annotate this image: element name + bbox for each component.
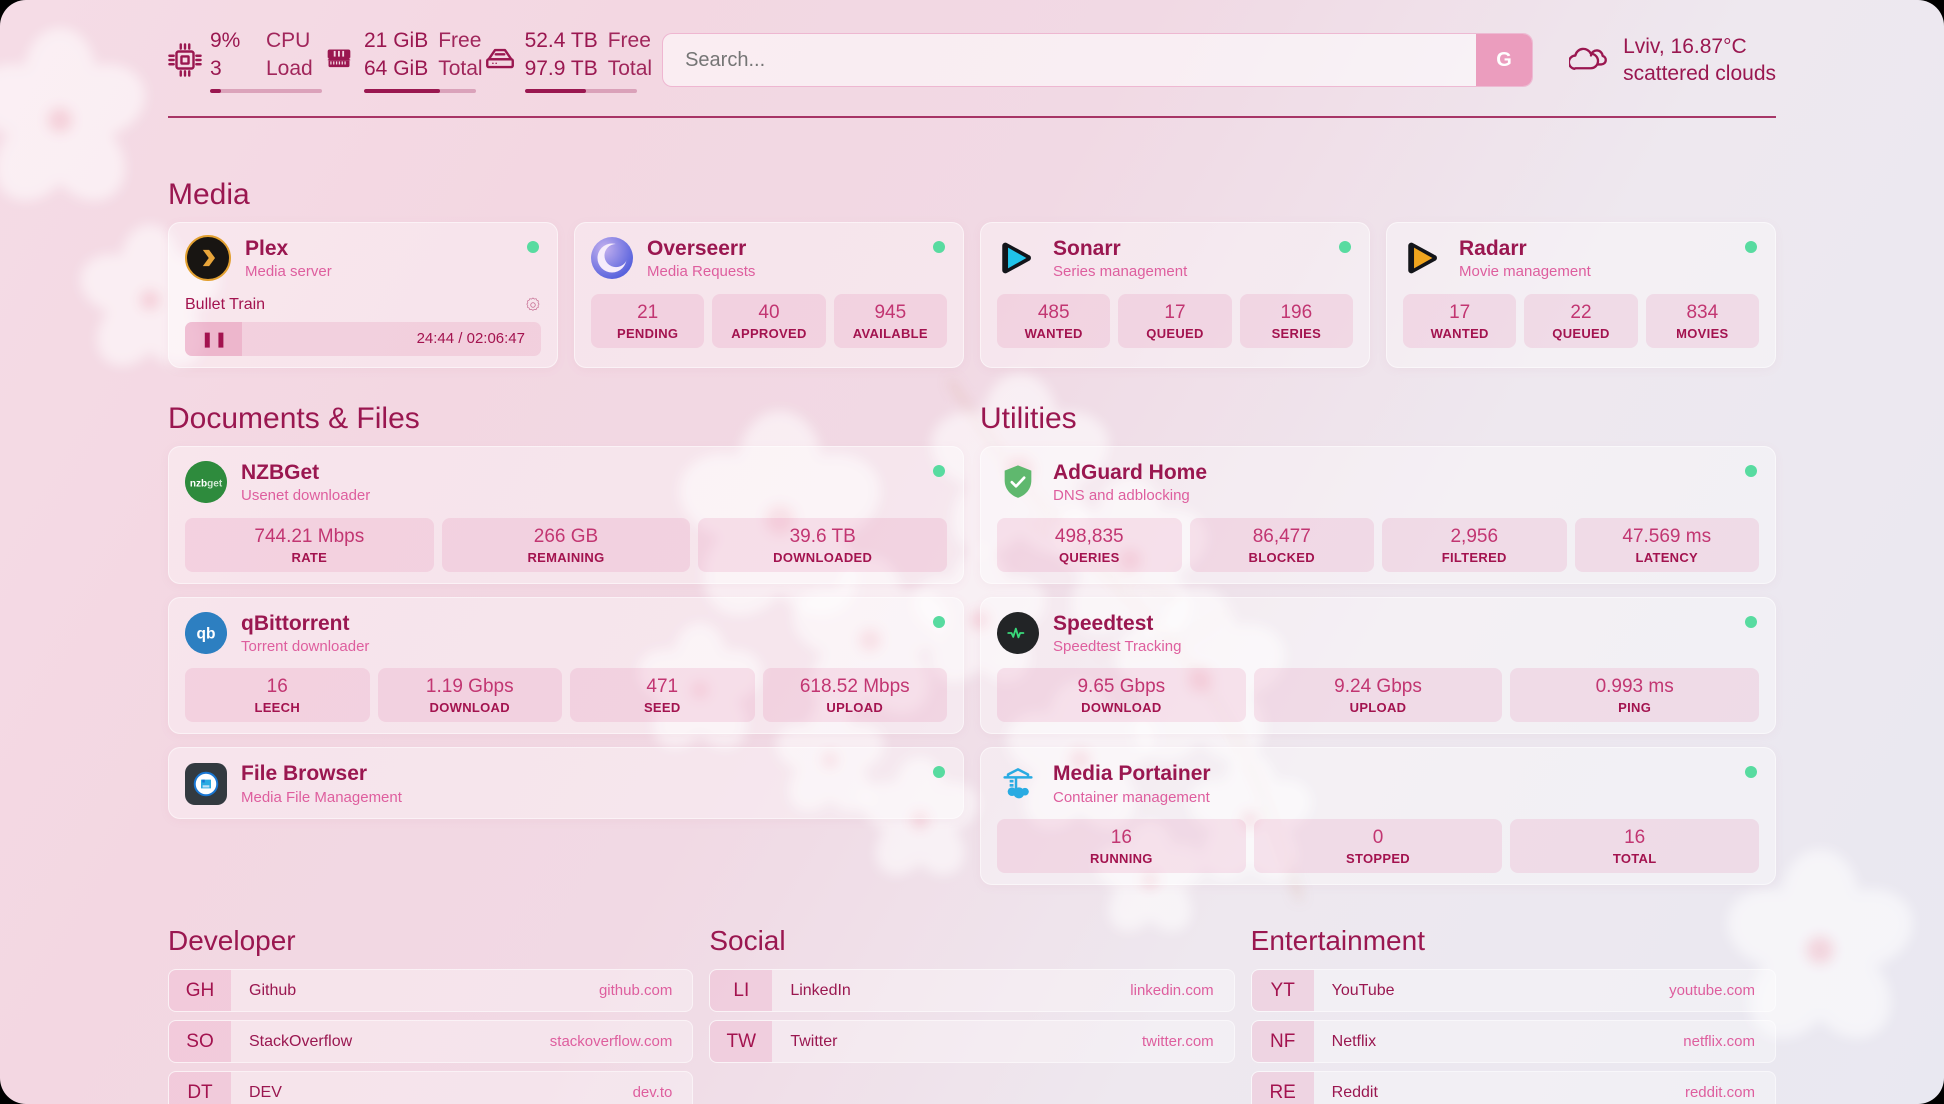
svg-text:qb: qb: [197, 625, 216, 642]
svg-text:nzbget: nzbget: [190, 479, 223, 490]
